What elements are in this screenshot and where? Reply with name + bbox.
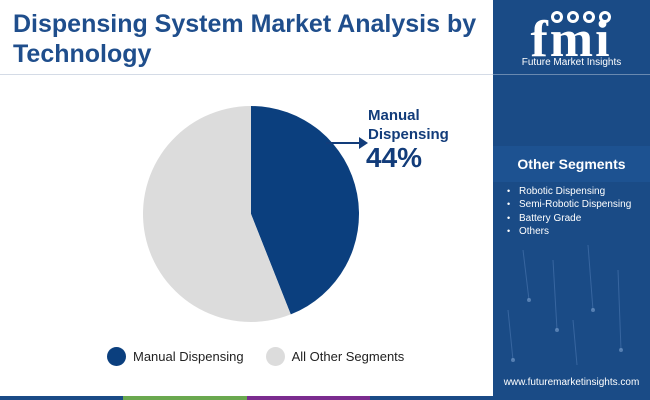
callout-arrow-icon <box>326 137 368 149</box>
legend-swatch-other <box>265 347 285 366</box>
segments-header-bg <box>493 146 650 182</box>
pie-slice-manual-dispensing <box>251 106 360 315</box>
legend-swatch-manual <box>107 347 126 366</box>
legend-label-manual: Manual Dispensing <box>133 349 244 364</box>
title-divider <box>0 74 493 75</box>
callout-label-line1: Manual <box>368 107 420 124</box>
legend-item-manual: Manual Dispensing <box>107 347 244 366</box>
fmi-logo-icon: fmi <box>530 11 611 68</box>
pie-slice-all-other-segments <box>143 106 291 322</box>
segments-title: Other Segments <box>517 156 626 172</box>
callout-label: Manual Dispensing <box>368 106 449 144</box>
logo-text: Future Market Insights <box>521 57 622 68</box>
segment-item: Semi-Robotic Dispensing <box>507 198 631 212</box>
bottom-color-bar <box>0 396 493 400</box>
website-link[interactable]: www.futuremarketinsights.com <box>503 377 640 388</box>
legend-label-other: All Other Segments <box>291 349 405 364</box>
callout-percent: 44% <box>366 142 423 173</box>
chart-legend: Manual Dispensing All Other Segments <box>107 347 426 366</box>
callout-label-line2: Dispensing <box>368 126 449 143</box>
bottom-bar-segment <box>0 396 124 400</box>
bottom-bar-segment <box>246 396 370 400</box>
segment-item: Others <box>507 225 631 239</box>
segment-item: Robotic Dispensing <box>507 185 631 199</box>
bottom-bar-segment <box>369 396 493 400</box>
page-title: Dispensing System Market Analysis by Tec… <box>13 10 477 68</box>
main-panel: Dispensing System Market Analysis by Tec… <box>0 10 493 400</box>
logo-divider <box>493 74 650 75</box>
legend-item-other: All Other Segments <box>265 347 405 366</box>
segments-list: Robotic Dispensing Semi-Robotic Dispensi… <box>507 185 631 238</box>
decorative-pattern-icon <box>507 244 623 366</box>
pie-chart <box>143 106 360 322</box>
bottom-bar-segment <box>123 396 247 400</box>
segment-item: Battery Grade <box>507 212 631 226</box>
sidebar-panel: fmi Future Market Insights Other Segment… <box>493 0 650 400</box>
